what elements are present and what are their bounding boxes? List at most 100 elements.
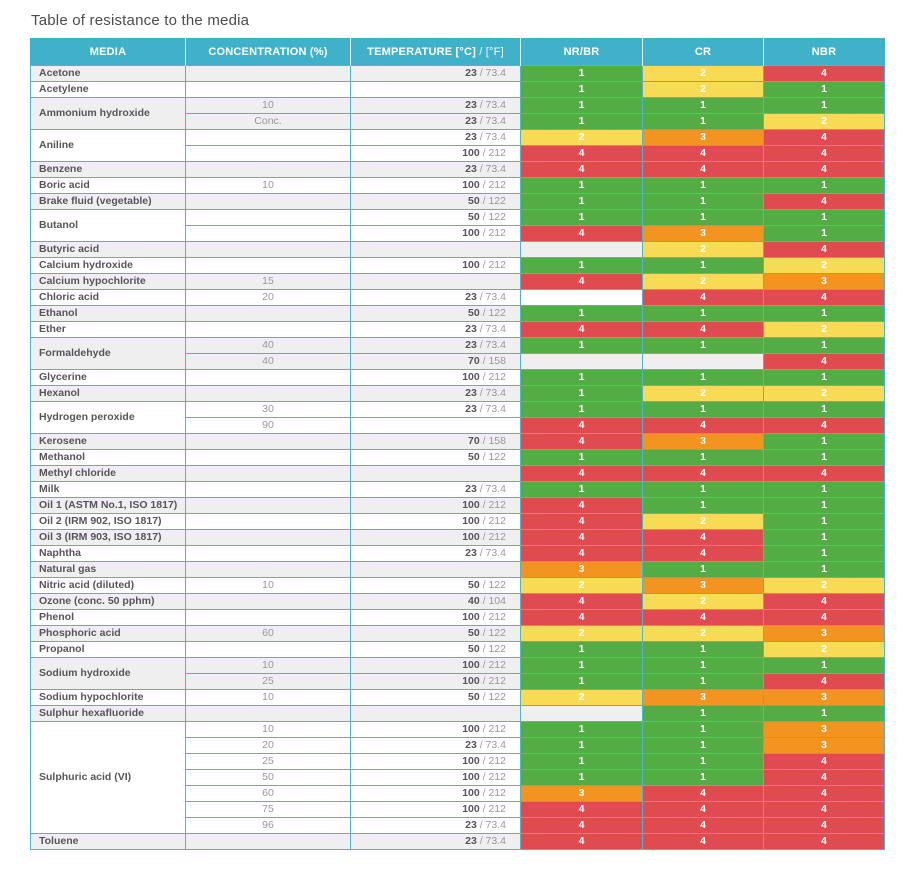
table-row: 40 70 / 158 4 — [31, 353, 885, 370]
rating-cell-cr: 2 — [642, 241, 764, 258]
rating-cell-nbr: 1 — [763, 177, 885, 194]
rating-cell-nrbr: 4 — [520, 545, 643, 562]
concentration-cell — [185, 561, 351, 578]
rating-cell-nrbr: 1 — [520, 97, 643, 114]
rating-cell-nrbr: 4 — [520, 417, 643, 434]
rating-cell-nrbr: 2 — [520, 689, 643, 706]
media-cell: Sulphuric acid (VI) — [30, 721, 186, 834]
concentration-cell: 10 — [185, 97, 351, 114]
concentration-cell: 30 — [185, 401, 351, 418]
header-media: MEDIA — [30, 38, 186, 66]
rating-cell-cr: 1 — [642, 177, 764, 194]
temperature-cell: 23 / 73.4 — [350, 129, 521, 146]
rating-cell-nbr: 2 — [763, 257, 885, 274]
temperature-cell: 100 / 212 — [350, 657, 521, 674]
rating-cell-nrbr: 1 — [520, 177, 643, 194]
rating-cell-cr: 3 — [642, 225, 764, 242]
media-cell: Ether — [30, 321, 186, 338]
concentration-cell — [185, 305, 351, 322]
temperature-cell: 100 / 212 — [350, 801, 521, 818]
table-row: Ammonium hydroxide 10 23 / 73.4 1 1 1 — [30, 97, 885, 130]
rating-cell-nbr: 4 — [763, 465, 885, 482]
concentration-cell: 75 — [185, 801, 351, 818]
table-row: 75 100 / 212 4 4 4 — [31, 801, 885, 818]
rating-cell-cr: 2 — [642, 81, 764, 98]
temperature-cell: 100 / 212 — [350, 369, 521, 386]
temperature-cell: 100 / 212 — [350, 609, 521, 626]
concentration-cell — [185, 369, 351, 386]
media-cell: Oil 1 (ASTM No.1, ISO 1817) — [30, 497, 186, 514]
rating-cell-nbr: 1 — [763, 401, 885, 418]
rating-cell-nrbr: 1 — [520, 753, 643, 770]
table-row: Toluene 23 / 73.4 4 4 4 — [30, 833, 885, 850]
table-row: Kerosene 70 / 158 4 3 1 — [30, 433, 885, 450]
concentration-cell — [185, 209, 351, 226]
temperature-cell: 23 / 73.4 — [350, 401, 521, 418]
concentration-cell: 20 — [185, 737, 351, 754]
table-row: Hexanol 23 / 73.4 1 2 2 — [30, 385, 885, 402]
rating-cell-nrbr: 4 — [520, 161, 643, 178]
temperature-cell: 70 / 158 — [350, 433, 521, 450]
concentration-cell — [185, 385, 351, 402]
rating-cell-nbr: 1 — [763, 433, 885, 450]
rating-cell-nrbr: 4 — [520, 817, 643, 834]
table-body: Acetone 23 / 73.4 1 2 4 Acetylene 1 2 1 Ammonium … — [30, 65, 885, 850]
resistance-table: MEDIA CONCENTRATION (%) TEMPERATURE [°C]… — [30, 38, 885, 850]
media-cell: Ozone (conc. 50 pphm) — [30, 593, 186, 610]
table-row: Ozone (conc. 50 pphm) 40 / 104 4 2 4 — [30, 593, 885, 610]
concentration-cell: 60 — [185, 785, 351, 802]
concentration-cell — [185, 81, 351, 98]
rating-cell-nbr: 1 — [763, 209, 885, 226]
concentration-cell: 96 — [185, 817, 351, 834]
temperature-cell: 100 / 212 — [350, 513, 521, 530]
temperature-cell: 50 / 122 — [350, 625, 521, 642]
temperature-cell: 23 / 73.4 — [350, 337, 521, 354]
rating-cell-nrbr: 1 — [520, 385, 643, 402]
rating-cell-nbr: 1 — [763, 513, 885, 530]
table-row: Benzene 23 / 73.4 4 4 4 — [30, 161, 885, 178]
table-row: Ethanol 50 / 122 1 1 1 — [30, 305, 885, 322]
concentration-cell: 10 — [185, 577, 351, 594]
rating-cell-nrbr: 1 — [520, 209, 643, 226]
rating-cell-nrbr: 1 — [520, 657, 643, 674]
rating-cell-cr: 4 — [642, 417, 764, 434]
rating-cell-cr: 4 — [642, 833, 764, 850]
media-cell: Naphtha — [30, 545, 186, 562]
header-row: MEDIA CONCENTRATION (%) TEMPERATURE [°C]… — [30, 38, 885, 66]
table-row: Hydrogen peroxide 30 23 / 73.4 1 1 1 — [30, 401, 885, 434]
temperature-cell: 40 / 104 — [350, 593, 521, 610]
rating-cell-nbr: 4 — [763, 353, 885, 370]
table-row: Boric acid 10 100 / 212 1 1 1 — [30, 177, 885, 194]
rating-cell-nrbr: 1 — [520, 769, 643, 786]
concentration-cell: 90 — [185, 417, 351, 434]
media-cell: Ammonium hydroxide — [30, 97, 186, 130]
rating-cell-nrbr: 4 — [520, 833, 643, 850]
concentration-cell — [185, 65, 351, 82]
rating-cell-cr: 1 — [642, 209, 764, 226]
concentration-cell — [185, 145, 351, 162]
rating-cell-nbr: 2 — [763, 385, 885, 402]
rating-cell-nrbr: 1 — [520, 305, 643, 322]
rating-cell-nrbr: 4 — [520, 321, 643, 338]
header-nbr: NBR — [763, 38, 885, 66]
temperature-cell: 23 / 73.4 — [350, 289, 521, 306]
table-row: Glycerine 100 / 212 1 1 1 — [30, 369, 885, 386]
rating-cell-nbr: 4 — [763, 833, 885, 850]
rating-cell-nrbr: 4 — [520, 497, 643, 514]
concentration-cell: 40 — [185, 337, 351, 354]
media-cell: Phosphoric acid — [30, 625, 186, 642]
media-cell: Chloric acid — [30, 289, 186, 306]
concentration-cell — [185, 833, 351, 850]
rating-cell-nbr: 4 — [763, 753, 885, 770]
rating-cell-nrbr: 1 — [520, 641, 643, 658]
rating-cell-nrbr: 1 — [520, 369, 643, 386]
media-cell: Toluene — [30, 833, 186, 850]
rating-cell-nbr: 4 — [763, 417, 885, 434]
table-row: Milk 23 / 73.4 1 1 1 — [30, 481, 885, 498]
rating-cell-nbr: 4 — [763, 129, 885, 146]
table-row: Methyl chloride 4 4 4 — [30, 465, 885, 482]
concentration-cell: 25 — [185, 673, 351, 690]
temperature-cell: 23 / 73.4 — [350, 161, 521, 178]
concentration-cell: 15 — [185, 273, 351, 290]
table-row: Naphtha 23 / 73.4 4 4 1 — [30, 545, 885, 562]
